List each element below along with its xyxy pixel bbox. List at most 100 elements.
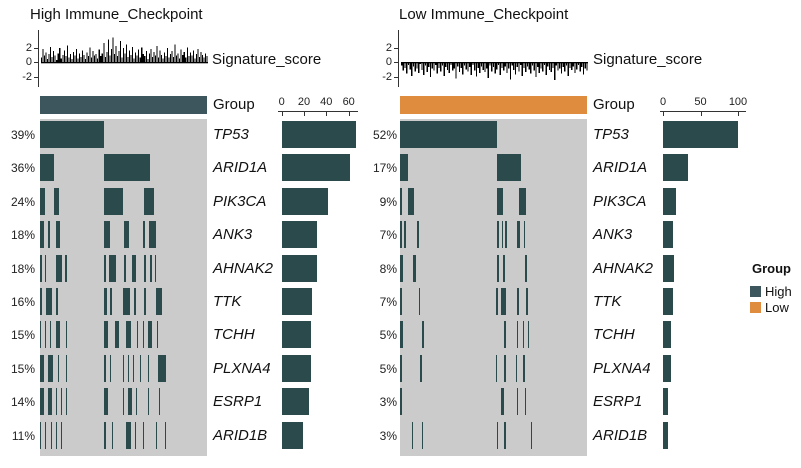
mutation-count-bar — [663, 355, 671, 382]
signature-bar — [582, 62, 585, 75]
oncoprint-cell — [164, 422, 167, 449]
gene-label: ARID1B — [213, 427, 268, 444]
signature-bar — [153, 51, 155, 62]
signature-bar — [433, 62, 435, 71]
oncoprint-cell — [48, 221, 51, 248]
count-axis-tick-label: 0 — [278, 96, 285, 108]
signature-bar — [66, 45, 68, 62]
signature-bar — [547, 62, 549, 67]
signature-bar — [183, 51, 185, 62]
signature-y-axis-line — [398, 30, 399, 87]
signature-bar — [516, 62, 518, 68]
signature-y-tick-label: 0 — [25, 56, 32, 68]
oncoprint-cell — [501, 388, 505, 415]
oncoprint-cell — [136, 321, 138, 348]
signature-bar — [470, 62, 472, 76]
signature-bar — [101, 53, 103, 62]
signature-bar — [499, 62, 501, 76]
oncoprint-cell — [143, 188, 155, 215]
oncoprint-cell — [46, 288, 52, 315]
oncoprint-cell — [530, 422, 532, 449]
oncoprint-cell — [400, 221, 403, 248]
signature-bar — [204, 53, 207, 62]
signature-bar — [506, 62, 508, 73]
signature-bar — [122, 48, 125, 62]
signature-bar — [104, 56, 106, 62]
signature-bar — [129, 50, 131, 62]
oncoprint-cell — [108, 255, 116, 282]
signature-bar — [426, 62, 428, 73]
signature-bar — [81, 50, 84, 62]
signature-bar — [557, 62, 559, 71]
gene-label: ARID1B — [593, 427, 648, 444]
signature-y-tick-label: -2 — [382, 71, 392, 83]
percent-label: 18% — [10, 262, 35, 276]
percent-label: 15% — [10, 362, 35, 376]
signature-bar — [424, 62, 427, 66]
gene-label: PIK3CA — [213, 193, 267, 210]
percent-label: 3% — [379, 395, 397, 409]
signature-bar — [518, 62, 520, 72]
signature-bar — [445, 62, 447, 68]
signature-bar — [440, 62, 442, 72]
signature-bar — [110, 48, 112, 62]
signature-bar — [441, 62, 444, 66]
mutation-count-bar — [663, 221, 673, 248]
signature-bar — [98, 49, 100, 62]
mutation-count-bar — [282, 388, 309, 415]
signature-bar — [428, 62, 430, 68]
oncoprint-cell — [40, 121, 105, 148]
percent-label: 36% — [10, 161, 35, 175]
oncoprint-cell — [519, 188, 526, 215]
signature-bar — [147, 59, 149, 62]
oncoprint-cell — [65, 321, 68, 348]
oncoprint-cell — [110, 288, 113, 315]
signature-bar — [86, 52, 88, 62]
signature-bar — [94, 55, 96, 63]
signature-bar — [450, 62, 452, 65]
signature-bar — [569, 62, 571, 68]
oncoprint-cell — [40, 422, 42, 449]
oncoprint-cell — [134, 422, 137, 449]
gene-label: ESRP1 — [213, 393, 263, 410]
oncoprint-cell — [158, 388, 160, 415]
gene-label: ARID1A — [593, 159, 648, 176]
signature-bar — [75, 48, 77, 62]
signature-bar — [68, 57, 70, 62]
signature-bar — [559, 62, 561, 69]
legend-swatch-low-icon — [750, 302, 761, 313]
oncoprint-cell — [104, 288, 107, 315]
signature-bar — [50, 46, 52, 62]
legend-title: Group — [752, 261, 791, 276]
oncoprint-cell — [412, 422, 414, 449]
signature-bar — [74, 55, 76, 63]
signature-bar — [572, 62, 574, 67]
signature-bar — [411, 62, 413, 76]
mutation-count-bar — [282, 221, 317, 248]
oncoprint-cell — [111, 422, 113, 449]
signature-bar — [139, 57, 141, 62]
oncoprint-cell — [501, 288, 506, 315]
signature-bar — [404, 62, 406, 68]
signature-bar — [401, 62, 403, 66]
signature-bar — [189, 52, 191, 62]
oncoprint-cell — [505, 221, 507, 248]
signature-bar — [106, 51, 108, 62]
oncoprint-cell — [126, 321, 132, 348]
signature-y-tick-label: 0 — [385, 56, 392, 68]
signature-bar — [198, 56, 200, 62]
signature-bar — [531, 62, 534, 66]
oncoprint-cell — [127, 355, 129, 382]
signature-bar — [138, 49, 140, 62]
signature-bar — [458, 62, 461, 73]
oncoprint-cell — [104, 154, 151, 181]
oncoprint-cell — [504, 355, 506, 382]
oncoprint-cell — [134, 288, 137, 315]
oncoprint-cell — [420, 355, 422, 382]
count-axis-tick-label: 100 — [728, 96, 748, 108]
percent-label: 14% — [10, 395, 35, 409]
oncoprint-cell — [412, 255, 417, 282]
panel-title-low: Low Immune_Checkpoint — [399, 6, 569, 23]
legend-label-high: High — [765, 284, 792, 299]
signature-bar — [555, 62, 557, 66]
